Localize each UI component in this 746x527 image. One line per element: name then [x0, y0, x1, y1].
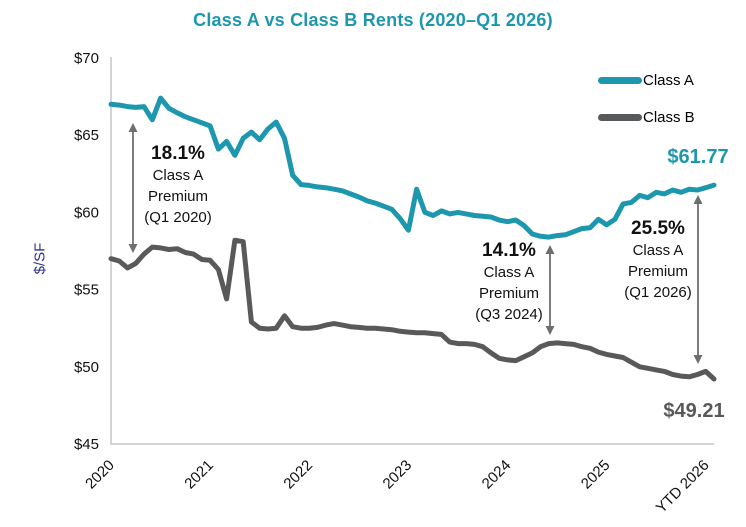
annotation-premium-q1-2020: 18.1% Class A Premium (Q1 2020) [144, 143, 212, 228]
arrowhead-up [693, 195, 703, 204]
x-tick-label: 2025 [578, 457, 614, 493]
annotation-pct: 18.1% [151, 143, 205, 164]
arrowhead-up [545, 245, 555, 254]
y-tick-label: $65 [74, 127, 99, 144]
annotation-pct: 25.5% [631, 218, 685, 239]
annotation-line: Class A [152, 167, 204, 184]
legend-item-class-b: Class B [598, 109, 695, 126]
y-tick-label: $50 [74, 359, 99, 376]
annotation-line: (Q3 2024) [475, 306, 543, 323]
arrowhead-down [545, 326, 555, 335]
class-a-end-value-label: $61.77 [667, 146, 729, 168]
x-tick-label: YTD 2026 [653, 457, 713, 517]
annotation-pct: 14.1% [482, 240, 536, 261]
x-tick-label: 2024 [479, 457, 515, 493]
annotation-line: Premium [627, 263, 689, 280]
arrowhead-up [128, 123, 138, 132]
axis-lines [110, 57, 714, 445]
legend-item-class-a: Class A [598, 72, 695, 89]
series-line-class-a [108, 95, 717, 240]
arrowhead-down [693, 355, 703, 364]
annotation-line: (Q1 2020) [144, 209, 212, 226]
x-tick-label: 2020 [82, 457, 118, 493]
chart-title: Class A vs Class B Rents (2020–Q1 2026) [193, 10, 553, 30]
x-tick-label: 2022 [280, 457, 316, 493]
y-tick-label: $45 [74, 436, 99, 453]
y-axis-title: $/SF [31, 242, 49, 275]
annotation-line: Class A [632, 242, 684, 259]
annotation-line: Premium [478, 285, 540, 302]
class-b-end-value-label: $49.21 [663, 400, 725, 422]
legend-label-class-a: Class A [643, 72, 694, 89]
y-tick-label: $70 [74, 50, 99, 67]
annotation-premium-q3-2024: 14.1% Class A Premium (Q3 2024) [475, 240, 543, 325]
legend-label-class-b: Class B [643, 109, 695, 126]
annotation-line: Class A [483, 264, 535, 281]
y-tick-label: $60 [74, 204, 99, 221]
class-a-line-swatch [598, 77, 642, 84]
annotation-line: (Q1 2026) [624, 284, 692, 301]
legend: Class A Class B [598, 72, 695, 126]
series-line-class-b [108, 237, 717, 382]
x-tick-label: 2021 [181, 457, 217, 493]
arrowhead-down [128, 244, 138, 253]
annotation-premium-q1-2026: 25.5% Class A Premium (Q1 2026) [624, 218, 692, 303]
x-tick-label: 2023 [380, 457, 416, 493]
class-b-line-swatch [598, 114, 642, 121]
annotation-line: Premium [147, 188, 209, 205]
y-tick-label: $55 [74, 282, 99, 299]
